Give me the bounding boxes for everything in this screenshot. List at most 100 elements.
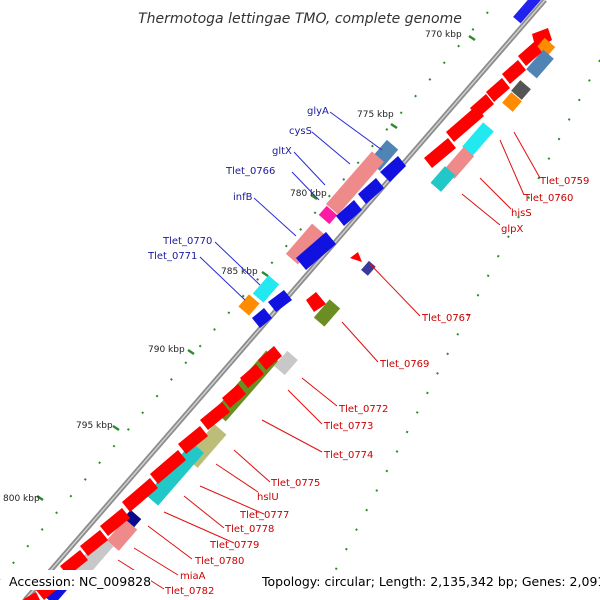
gene-arrow[interactable] (80, 530, 108, 556)
gene-label[interactable]: Tlet_0779 (209, 540, 259, 551)
scale-dot-tracks (0, 11, 600, 600)
tick-mark (468, 34, 476, 42)
gene-arrow[interactable] (424, 138, 456, 168)
map-title: Thermotoga lettingae TMO, complete genom… (138, 11, 462, 27)
gene-arrow[interactable] (60, 550, 88, 576)
gene-arrow[interactable] (200, 402, 230, 430)
gene-arrow[interactable] (150, 450, 186, 484)
gene-arrow[interactable] (336, 200, 362, 226)
kbp-label: 775 kbp (357, 110, 394, 120)
gene-feature[interactable] (502, 92, 522, 112)
gene-arrow[interactable] (532, 28, 552, 50)
reverse-leaders (117, 131, 541, 590)
gene-feature[interactable] (274, 350, 298, 376)
gene-arrow[interactable] (252, 308, 272, 328)
gene-label[interactable]: Tlet_0775 (270, 478, 320, 489)
tick-mark (390, 122, 398, 130)
gene-feature[interactable] (326, 151, 384, 215)
kbp-label: 770 kbp (425, 30, 462, 40)
gene-label[interactable]: Tlet_0767 (421, 313, 471, 324)
gene-feature[interactable] (313, 299, 341, 327)
gene-feature[interactable] (526, 49, 554, 79)
topology-text: Topology: circular; Length: 2,135,342 bp… (261, 574, 600, 589)
footer-backdrop-right (258, 570, 596, 590)
kbp-label: 790 kbp (148, 345, 185, 355)
gene-label[interactable]: Tlet_0780 (194, 556, 244, 567)
kbp-label: 800 kbp (3, 494, 40, 504)
kbp-label: 780 kbp (290, 189, 327, 199)
gene-feature[interactable] (361, 260, 376, 276)
gene-arrow[interactable] (122, 478, 158, 512)
footer-backdrop-left (5, 570, 151, 590)
kbp-tick-marks (36, 34, 476, 502)
inner-dot-track (319, 59, 600, 600)
gene-arrow[interactable] (240, 364, 264, 388)
gene-feature[interactable] (122, 509, 142, 529)
gene-label[interactable]: Tlet_0769 (379, 359, 429, 370)
gene-label[interactable]: Tlet_0760 (523, 193, 573, 204)
gene-feature[interactable] (430, 166, 456, 192)
kbp-labels: 770 kbp 775 kbp 780 kbp 785 kbp 790 kbp … (3, 30, 462, 504)
tick-mark (112, 424, 120, 432)
isolated-features (306, 252, 376, 327)
gene-feature[interactable] (252, 275, 280, 303)
gene-label[interactable]: gltX (272, 146, 292, 157)
gene-feature[interactable] (443, 147, 475, 179)
gene-label[interactable]: Tlet_0766 (225, 166, 275, 177)
gene-arrow[interactable] (306, 292, 326, 312)
tick-mark (261, 270, 269, 278)
gene-label[interactable]: hslU (257, 492, 279, 503)
gene-label[interactable]: Tlet_0777 (239, 510, 289, 521)
gene-label[interactable]: cysS (289, 126, 312, 137)
kbp-label: 785 kbp (221, 267, 258, 277)
gene-arrow[interactable] (518, 42, 542, 66)
gene-arrow[interactable] (268, 290, 292, 312)
gene-arrow[interactable] (446, 106, 484, 142)
gene-label[interactable]: glpX (501, 224, 523, 235)
forward-labels: glyA cysS gltX Tlet_0766 infB Tlet_0770 … (147, 106, 329, 262)
gene-label[interactable]: hisS (511, 208, 532, 219)
gene-arrow[interactable] (358, 178, 384, 204)
gene-arrow[interactable] (178, 426, 208, 454)
gene-label[interactable]: Tlet_0772 (338, 404, 388, 415)
gene-label[interactable]: Tlet_0771 (147, 251, 197, 262)
gene-feature[interactable] (462, 122, 494, 156)
gene-arrow[interactable] (486, 78, 510, 102)
gene-arrow[interactable] (100, 508, 130, 536)
gene-feature[interactable] (238, 294, 260, 316)
gene-label[interactable]: Tlet_0774 (323, 450, 373, 461)
gene-label[interactable]: Tlet_0773 (323, 421, 373, 432)
gene-arrow[interactable] (380, 156, 406, 182)
gene-label[interactable]: Tlet_0770 (162, 236, 212, 247)
tick-mark (36, 494, 44, 502)
gene-feature[interactable] (511, 80, 531, 100)
gene-label[interactable]: miaA (180, 571, 206, 582)
gene-feature[interactable] (536, 37, 556, 57)
gene-feature[interactable] (318, 205, 338, 225)
gene-label[interactable]: Tlet_0778 (224, 524, 274, 535)
kbp-label: 795 kbp (76, 421, 113, 431)
gene-arrow[interactable] (222, 384, 246, 408)
tick-mark (310, 193, 318, 201)
reverse-strand-upper (424, 28, 556, 192)
reverse-strand-lower (22, 346, 298, 600)
gene-arrow[interactable] (296, 232, 336, 270)
forward-strand-features (238, 0, 547, 328)
forward-leaders (199, 111, 383, 301)
gene-feature[interactable] (513, 0, 547, 24)
gene-label[interactable]: infB (233, 192, 253, 203)
gene-feature[interactable] (285, 223, 325, 265)
gene-label[interactable]: glyA (307, 106, 329, 117)
gene-arrow[interactable] (350, 252, 362, 262)
gene-arrow[interactable] (502, 60, 526, 84)
reverse-labels: Tlet_0759 Tlet_0760 hisS glpX Tlet_0767 … (164, 176, 589, 597)
gene-label[interactable]: Tlet_0759 (539, 176, 589, 187)
accession-text: Accession: NC_009828 (9, 574, 151, 589)
gene-arrow[interactable] (22, 592, 40, 600)
gene-feature[interactable] (106, 519, 138, 551)
gene-arrow[interactable] (258, 346, 282, 370)
gene-feature[interactable] (146, 442, 204, 506)
gene-label[interactable]: Tlet_0782 (164, 586, 214, 597)
tick-mark (187, 348, 195, 356)
